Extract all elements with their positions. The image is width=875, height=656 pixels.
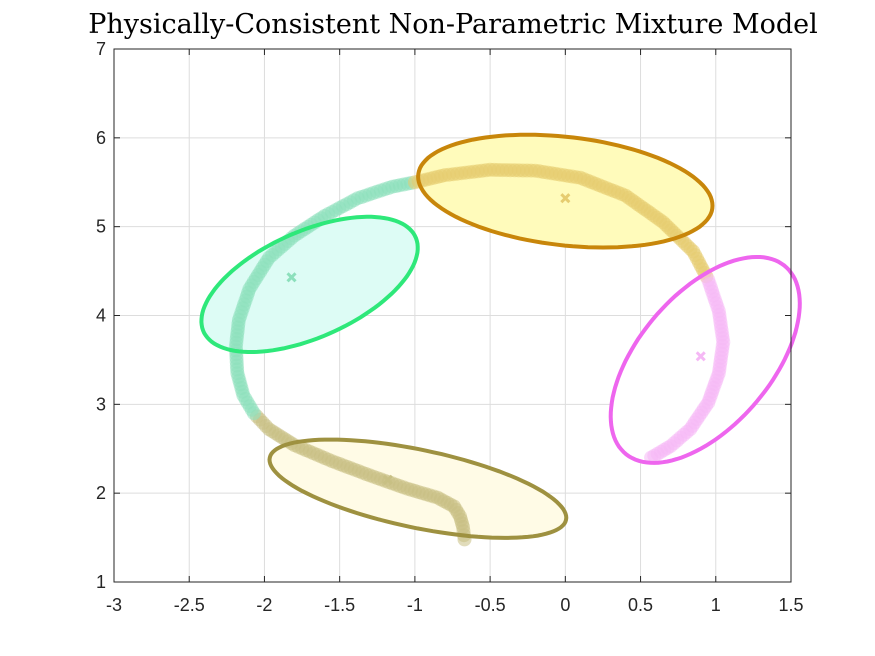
x-tick-label: 1.5 <box>778 595 803 615</box>
magenta-ellipse-fill <box>610 257 800 463</box>
center-cross-stroke <box>560 193 571 204</box>
brown-ellipse-outline <box>267 437 569 540</box>
center-cross-stroke <box>382 474 393 485</box>
magenta-ellipse-outline <box>608 255 802 465</box>
y-tick-label: 4 <box>96 306 106 326</box>
x-tick-label: 0 <box>560 595 570 615</box>
cluster-centers <box>286 193 706 485</box>
trajectory-points <box>228 162 731 547</box>
x-tick-label: -2 <box>256 595 272 615</box>
x-tick-label: -1 <box>407 595 423 615</box>
cluster-ellipse-edges <box>199 132 802 540</box>
y-tick-label: 1 <box>96 572 106 592</box>
y-tick-label: 3 <box>96 394 106 414</box>
x-tick-label: 0.5 <box>628 595 653 615</box>
green-ellipse-fill <box>201 216 418 352</box>
y-axis-ticks: 1 2 3 4 5 6 7 <box>96 39 791 592</box>
x-tick-label: -3 <box>106 595 122 615</box>
orange-ellipse-outline <box>416 132 715 250</box>
magenta-center-marker <box>695 351 706 362</box>
green-ellipse-outline <box>199 214 420 354</box>
center-cross-stroke <box>286 272 297 283</box>
orange-center-marker <box>560 193 571 204</box>
y-tick-label: 5 <box>96 217 106 237</box>
y-tick-label: 7 <box>96 39 106 59</box>
x-tick-label: -1.5 <box>324 595 355 615</box>
orange-ellipse-fill <box>418 134 713 248</box>
chart-title: Physically-Consistent Non-Parametric Mix… <box>88 9 818 40</box>
center-cross-stroke <box>695 351 706 362</box>
x-tick-label: -0.5 <box>475 595 506 615</box>
green-center-marker <box>286 272 297 283</box>
x-axis-ticks: -3 -2.5 -2 -1.5 -1 -0.5 0 0.5 1 1.5 <box>106 49 804 615</box>
y-tick-label: 2 <box>96 483 106 503</box>
y-tick-label: 6 <box>96 128 106 148</box>
x-tick-label: -2.5 <box>174 595 205 615</box>
x-tick-label: 1 <box>711 595 721 615</box>
brown-center-marker <box>382 474 393 485</box>
